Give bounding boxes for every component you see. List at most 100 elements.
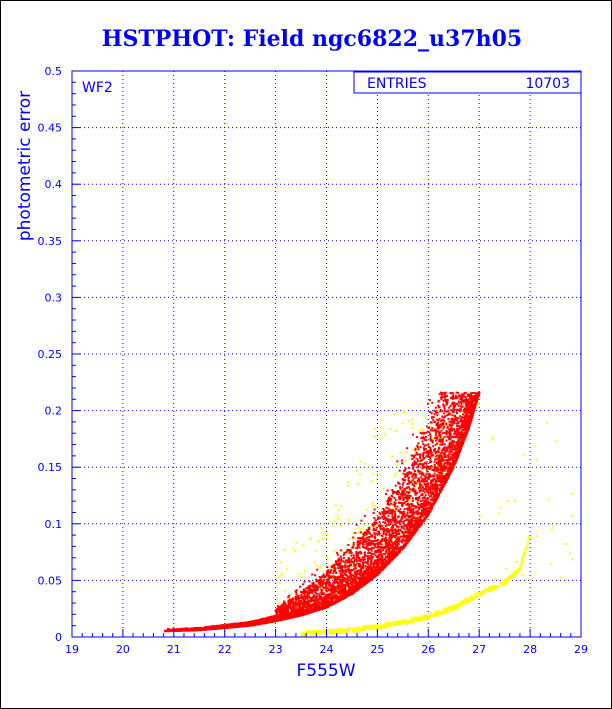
red-point bbox=[394, 518, 397, 521]
red-point bbox=[374, 533, 377, 536]
yellow-scatter-point bbox=[476, 401, 479, 404]
yellow-point bbox=[522, 555, 525, 558]
yellow-point bbox=[421, 616, 424, 619]
red-point bbox=[350, 574, 353, 577]
red-point bbox=[451, 462, 453, 465]
red-point bbox=[416, 458, 419, 460]
red-point bbox=[453, 403, 456, 406]
red-point bbox=[352, 561, 355, 564]
red-point bbox=[441, 410, 444, 413]
red-point bbox=[418, 472, 421, 475]
red-point bbox=[332, 591, 335, 594]
red-point bbox=[399, 488, 402, 491]
yellow-scatter-point bbox=[410, 422, 413, 425]
yellow-scatter-point bbox=[332, 523, 335, 526]
red-point bbox=[402, 520, 405, 523]
red-point bbox=[443, 432, 446, 434]
red-point bbox=[435, 479, 437, 482]
red-point bbox=[356, 562, 359, 565]
red-point bbox=[436, 488, 438, 490]
yellow-point bbox=[330, 630, 333, 633]
red-point bbox=[415, 453, 418, 456]
red-point bbox=[249, 620, 252, 623]
red-point bbox=[409, 528, 412, 531]
yellow-scatter-point bbox=[431, 437, 434, 440]
yellow-point bbox=[308, 630, 311, 633]
red-point bbox=[450, 453, 453, 456]
yellow-scatter-point bbox=[374, 427, 376, 430]
red-point bbox=[420, 518, 423, 521]
yellow-scatter-point bbox=[380, 437, 383, 440]
red-point bbox=[300, 606, 303, 609]
red-point bbox=[333, 580, 336, 583]
red-point bbox=[340, 580, 343, 583]
yellow-scatter-point bbox=[401, 422, 404, 425]
yellow-scatter-point bbox=[438, 444, 441, 447]
yellow-point bbox=[382, 623, 385, 626]
yellow-point bbox=[359, 629, 362, 632]
red-point bbox=[355, 554, 358, 557]
red-point bbox=[387, 514, 390, 517]
red-point bbox=[428, 476, 431, 479]
red-point bbox=[353, 579, 356, 582]
red-point bbox=[355, 567, 357, 570]
red-point bbox=[418, 497, 421, 499]
red-point bbox=[386, 500, 389, 503]
yellow-point bbox=[482, 589, 485, 592]
red-point bbox=[416, 460, 419, 462]
yellow-point bbox=[524, 547, 527, 550]
yellow-point bbox=[352, 627, 355, 630]
yellow-point bbox=[332, 631, 335, 634]
red-point bbox=[388, 503, 391, 506]
red-point bbox=[428, 495, 431, 498]
red-point bbox=[315, 602, 318, 605]
red-point bbox=[301, 592, 304, 595]
red-point bbox=[443, 419, 446, 422]
yellow-point bbox=[323, 632, 326, 635]
red-point bbox=[378, 546, 381, 549]
yellow-point bbox=[346, 628, 349, 631]
red-point bbox=[373, 527, 375, 530]
red-point bbox=[388, 509, 391, 512]
red-point bbox=[402, 493, 405, 496]
red-point bbox=[374, 519, 377, 522]
red-point bbox=[438, 406, 441, 409]
yellow-point bbox=[460, 601, 463, 604]
yellow-point bbox=[492, 585, 495, 588]
yellow-scatter-point bbox=[514, 499, 516, 502]
red-point bbox=[446, 401, 449, 403]
yellow-scatter-point bbox=[294, 550, 296, 552]
yellow-point bbox=[393, 624, 396, 627]
red-point bbox=[382, 521, 385, 524]
red-point bbox=[384, 537, 387, 540]
yellow-point bbox=[392, 622, 395, 625]
red-point bbox=[349, 575, 352, 578]
red-point bbox=[418, 455, 421, 458]
red-point bbox=[423, 491, 426, 494]
red-point bbox=[387, 498, 390, 501]
red-point bbox=[352, 587, 355, 590]
red-point bbox=[410, 508, 413, 511]
red-point bbox=[382, 518, 385, 520]
red-point bbox=[438, 483, 441, 486]
yellow-point bbox=[464, 600, 467, 603]
red-point bbox=[424, 448, 427, 450]
red-point bbox=[460, 432, 463, 435]
yellow-scatter-point bbox=[363, 462, 366, 465]
red-point bbox=[435, 432, 438, 435]
yellow-point bbox=[505, 578, 508, 581]
red-point bbox=[422, 452, 425, 455]
red-point bbox=[433, 477, 436, 480]
red-point bbox=[420, 509, 423, 512]
yellow-point bbox=[365, 626, 368, 629]
yellow-point bbox=[404, 619, 407, 622]
red-point bbox=[347, 558, 350, 560]
yellow-scatter-point bbox=[533, 445, 536, 448]
red-point bbox=[400, 518, 403, 521]
red-point bbox=[352, 554, 355, 557]
yellow-point bbox=[369, 625, 372, 628]
yellow-point bbox=[504, 579, 507, 582]
red-point bbox=[323, 601, 325, 604]
yellow-scatter-point bbox=[281, 572, 284, 575]
yellow-point bbox=[443, 612, 446, 615]
